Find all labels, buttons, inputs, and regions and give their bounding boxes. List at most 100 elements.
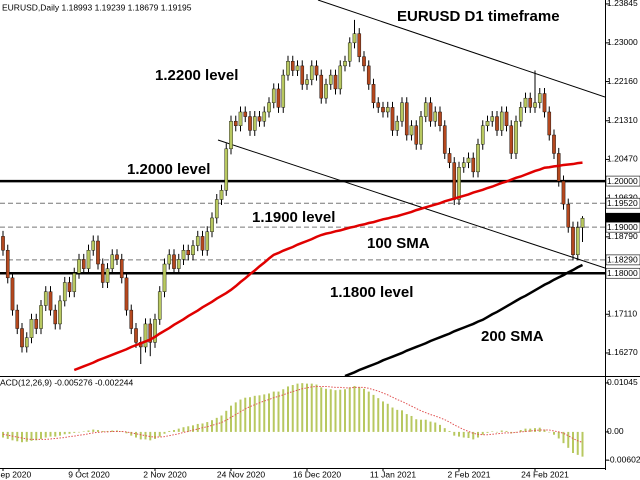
macd-bar [196,423,199,432]
candle-body [338,65,343,90]
annotation: 1.2200 level [155,67,238,84]
macd-bar [63,431,66,435]
x-tick-label: 24 Feb 2021 [521,469,569,479]
macd-bar [234,402,237,432]
macd-bar [306,383,308,432]
macd-bar [211,420,213,432]
macd-bar [30,431,33,441]
macd-bar [401,410,403,432]
candle-body [528,97,533,108]
macd-bar [192,425,194,432]
macd-bar [182,427,185,432]
level-label: 1.18290 [607,255,638,265]
trend-lines [217,0,605,269]
symbol-header: EURUSD,Daily 1.18993 1.19239 1.18679 1.1… [2,2,192,12]
candle-body [191,245,195,256]
macd-bar [467,431,470,438]
candle-body [309,65,314,80]
candle-body [537,93,542,103]
macd-bar [391,407,394,432]
candle-body [343,61,347,67]
macd-bar [348,387,351,432]
macd-bar [572,431,574,453]
y-tick-label: 0.00 [607,426,624,436]
candle-body [1,236,5,251]
macd-bar [334,390,337,432]
candle-body [100,263,105,283]
candle-body [219,190,224,200]
candle-body [504,111,509,126]
candle-body [366,65,371,85]
candle-body [400,102,404,122]
candle-body [262,111,267,122]
candle-body [552,134,556,154]
macd-bar [429,421,432,432]
candle-body [86,250,91,269]
macd-bar [111,430,114,432]
sma-line [73,161,583,372]
macd-bar [154,431,156,439]
y-tick-label: 1.18790 [607,231,638,241]
candle-body [129,309,134,329]
macd-bar [282,389,285,432]
macd-bar [177,428,180,432]
macd-bar [325,388,327,432]
candle-body [143,323,148,348]
macd-bar [78,431,80,433]
macd-bar [448,430,451,432]
candle-body [172,254,176,269]
moving-averages [73,161,584,376]
macd-bar [557,431,560,439]
macd-bar [486,431,489,433]
macd-bar [59,431,61,436]
candle-body [195,236,200,246]
candle-body [423,102,428,117]
macd-bar [158,431,161,437]
macd-bar [538,427,541,432]
macd-bar [353,385,356,432]
level-label: 1.20000 [607,176,638,186]
macd-bar [505,430,508,432]
macd-bar [548,431,551,433]
macd-bar [287,386,289,432]
y-tick-label: 1.20470 [607,154,638,164]
candle-body [433,111,438,122]
macd-bar [415,419,418,432]
candle-body [48,291,53,311]
candle-body [404,102,409,136]
candle-body [167,254,172,265]
candle-body [286,61,290,76]
candle-body [305,79,309,85]
macd-bar [272,391,275,432]
macd-bar [310,383,313,432]
macd-bar [21,431,23,443]
macd-bar [101,430,104,432]
y-tick-label: 1.19630 [607,192,638,202]
candle-body [124,277,129,311]
macd-bar [329,389,332,432]
x-tick-label: 11 Jan 2021 [370,469,416,479]
macd-bar [149,431,152,441]
candle-body [428,102,433,122]
level-label-box [605,221,640,233]
y-tick-label: 1.16270 [607,347,638,357]
level-label-box [605,254,640,266]
candle-body [176,259,181,269]
macd-bar [268,393,270,432]
candle-body [29,319,34,338]
macd-bar [173,430,175,432]
candle-body [110,254,115,269]
macd-bar [424,419,427,432]
level-label-box [605,197,640,209]
macd-bar [49,431,52,437]
candle-body [148,323,153,343]
candle-body [105,268,110,283]
level-label: 1.19000 [607,222,638,232]
candle-body [523,97,528,108]
candle-body [471,157,476,173]
candle-body [357,33,362,57]
candle-body [371,84,376,103]
macd-bar [420,419,422,432]
